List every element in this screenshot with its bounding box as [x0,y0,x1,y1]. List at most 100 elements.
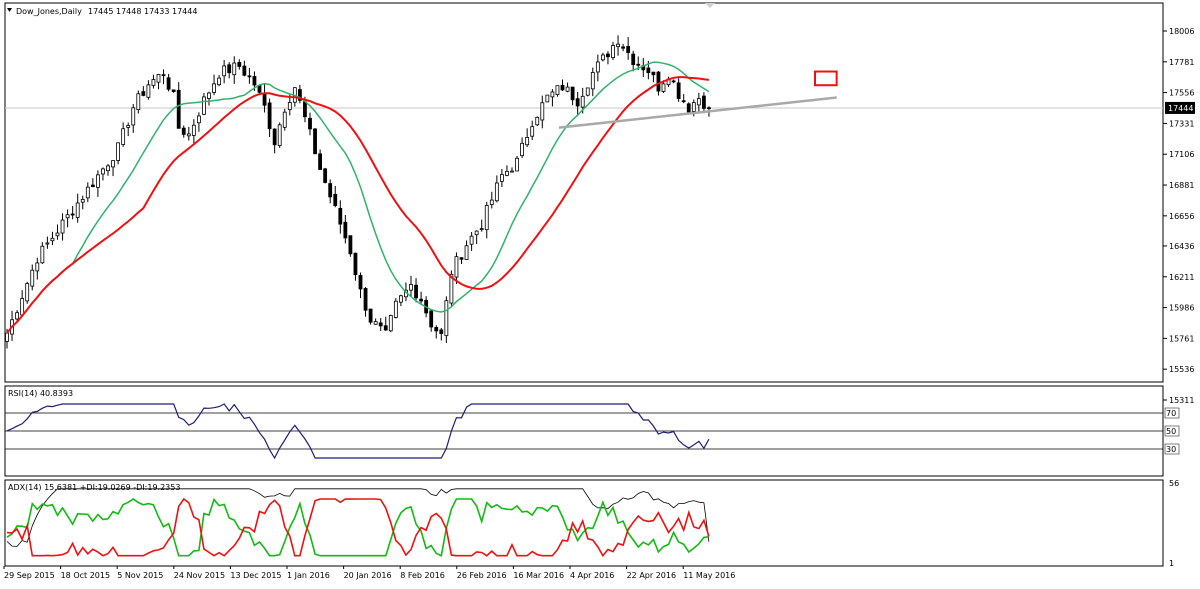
candle-body [515,157,519,172]
price-tick-label: 15761 [1169,334,1194,343]
price-tick-label: 17556 [1169,89,1194,98]
candle-body [156,74,161,83]
candle-body [525,137,530,146]
candle-body [247,75,252,78]
chart-shift-marker[interactable] [705,3,715,8]
candle-body [393,300,398,318]
price-tick-label: 17106 [1169,150,1194,159]
candle-body [136,93,141,110]
candle-body [146,84,151,98]
candle-body [570,86,575,101]
candle-body [702,95,706,109]
candle-body [459,257,464,260]
candle-body [297,89,302,101]
triangle-down-icon[interactable] [7,8,12,12]
candle-body [601,54,605,61]
price-tick-label: 16656 [1169,212,1194,221]
candle-body [555,85,560,95]
candle-body [348,235,353,255]
rsi-level-tag [1164,443,1180,455]
candle-body [50,237,55,242]
adx-layer [6,488,710,558]
price-panel-frame [4,2,1164,383]
price-tick-label: 15986 [1169,304,1194,313]
candle-body [65,214,70,219]
candle-body [106,165,110,172]
candle-body [323,168,328,183]
candle-body [363,288,368,311]
candle-body [696,98,701,106]
candle-body [707,107,711,110]
candle-body [590,72,595,90]
candle-body [333,193,338,207]
adx-tick-label: 1 [1169,559,1174,568]
date-tick-label: 5 Nov 2015 [117,571,163,580]
candle-body [25,283,30,302]
candle-body [414,284,418,299]
candle-body [595,61,600,73]
price-tick-label: 15311 [1169,396,1194,405]
candle-body [585,87,590,96]
candle-body [318,153,323,170]
candle-body [419,298,424,302]
candle-body [308,117,312,130]
price-tick-label: 17781 [1169,58,1194,67]
ma-fast-line [6,61,710,334]
candle-body [151,79,156,86]
candle-body [60,219,65,234]
candle-body [40,245,45,264]
candle-body [484,205,489,231]
candle-body [176,89,181,129]
candle-body [469,235,474,245]
candle-body [383,325,388,331]
candle-body [479,228,484,230]
candle-body [621,46,625,49]
candle-body [535,116,540,126]
candle-body [212,83,216,93]
candle-body [227,64,232,74]
candle-body [686,103,691,113]
ma-slow-line [6,76,710,334]
candle-body [505,171,509,176]
candle-body [252,76,257,86]
candle-body [444,300,449,337]
adx-tick-label: 56 [1169,479,1179,488]
minus-di-line [6,497,710,558]
ohlc-label: 17445 17448 17433 17444 [88,7,197,16]
candle-body [191,124,196,136]
candle-body [96,174,100,188]
current-price-tag [1165,101,1195,114]
candle-body [499,174,504,182]
candle-body [181,127,186,135]
candle-body [545,94,550,103]
candle-body [161,74,166,77]
candle-body [196,115,201,124]
candle-body [606,53,610,58]
adx-title: ADX(14) 15.6381 +DI:19.0269 -DI:19.2353 [8,483,180,492]
axis-layer: 18006 17781 17556 17331 17106 16881 16656 16436… [3,27,1195,580]
candle-body [343,221,348,239]
candle-body [277,124,282,147]
adx-line [6,488,710,547]
candle-body [30,269,35,287]
candle-body [464,245,469,260]
date-tick-label: 1 Jan 2016 [287,571,330,580]
candle-body [101,168,105,175]
candle-body [691,102,696,112]
candle-body [636,63,641,66]
candle-body [681,100,686,103]
candle-body [287,102,292,110]
candle-body [272,128,277,146]
candle-body [510,170,514,173]
date-tick-label: 29 Sep 2015 [4,571,55,580]
candle-body [237,62,242,67]
candle-body [540,102,545,121]
price-tick-label: 16881 [1169,181,1194,190]
candle-body [611,45,615,58]
date-tick-label: 8 Feb 2016 [400,571,445,580]
candle-body [489,199,494,205]
date-tick-label: 22 Apr 2016 [627,571,676,580]
candle-body [368,308,373,323]
